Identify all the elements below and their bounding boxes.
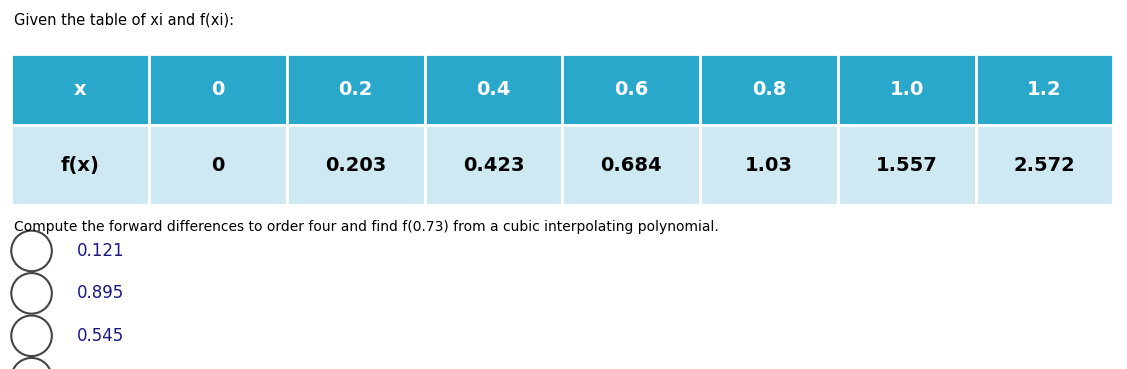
- Bar: [700, 125, 837, 205]
- Bar: [976, 125, 1113, 205]
- Text: 1.03: 1.03: [745, 156, 793, 175]
- Text: 0.895: 0.895: [77, 284, 124, 302]
- Ellipse shape: [11, 358, 52, 369]
- Text: x: x: [74, 80, 87, 99]
- Bar: [286, 54, 425, 125]
- Bar: [11, 54, 149, 125]
- Bar: [562, 54, 700, 125]
- Ellipse shape: [11, 231, 52, 271]
- Bar: [11, 125, 149, 205]
- Text: f(x): f(x): [61, 156, 99, 175]
- Text: Compute the forward differences to order four and find f(0.73) from a cubic inte: Compute the forward differences to order…: [14, 220, 718, 234]
- Bar: [838, 125, 976, 205]
- Ellipse shape: [11, 273, 52, 314]
- Bar: [286, 125, 425, 205]
- Text: 0.545: 0.545: [77, 327, 124, 345]
- Bar: [976, 54, 1113, 125]
- Text: 0: 0: [211, 156, 224, 175]
- Text: 1.557: 1.557: [876, 156, 938, 175]
- Text: 0.121: 0.121: [77, 242, 124, 260]
- Bar: [838, 54, 976, 125]
- Text: 0.4: 0.4: [477, 80, 511, 99]
- Bar: [425, 125, 562, 205]
- Text: 0.684: 0.684: [601, 156, 662, 175]
- Text: 1.0: 1.0: [889, 80, 924, 99]
- Text: 0.423: 0.423: [463, 156, 524, 175]
- Ellipse shape: [11, 315, 52, 356]
- Bar: [425, 54, 562, 125]
- Bar: [149, 125, 286, 205]
- Text: Given the table of xi and f(xi):: Given the table of xi and f(xi):: [14, 13, 233, 28]
- Text: 0.6: 0.6: [614, 80, 648, 99]
- Text: 2.572: 2.572: [1013, 156, 1075, 175]
- Text: 1.2: 1.2: [1028, 80, 1062, 99]
- Text: 0: 0: [211, 80, 224, 99]
- Bar: [562, 125, 700, 205]
- Bar: [149, 54, 286, 125]
- Text: 0.8: 0.8: [752, 80, 787, 99]
- Text: 0.203: 0.203: [325, 156, 387, 175]
- Text: 0.2: 0.2: [338, 80, 373, 99]
- Bar: [700, 54, 837, 125]
